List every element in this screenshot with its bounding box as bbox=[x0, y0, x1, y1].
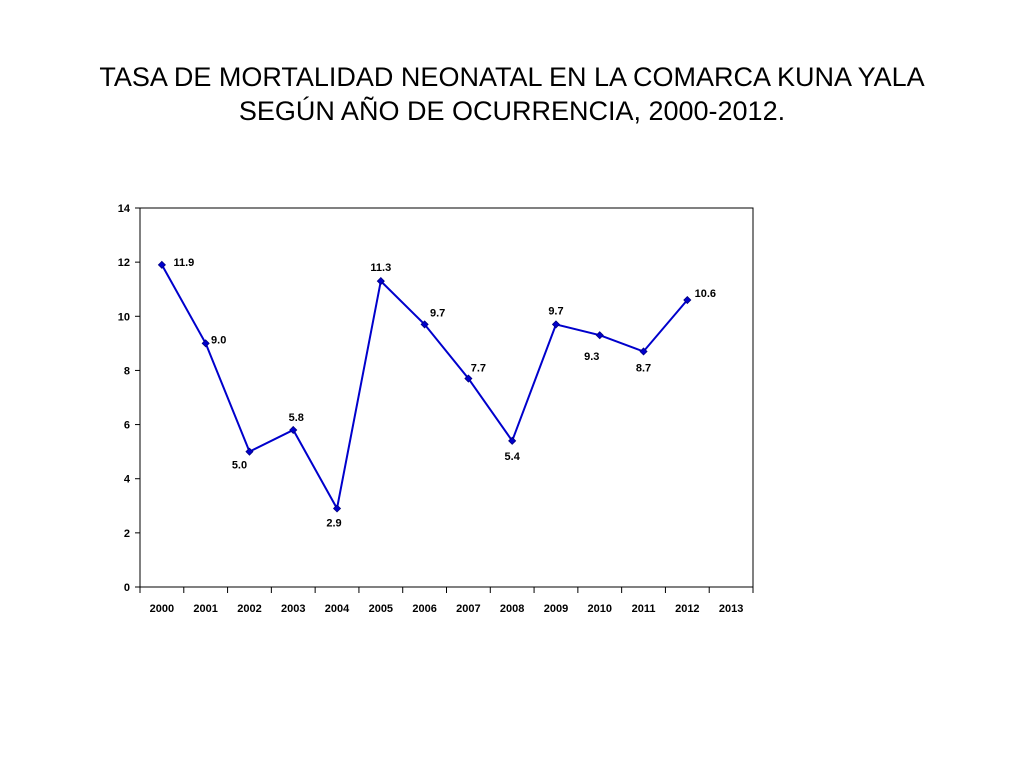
data-point-marker bbox=[289, 425, 298, 435]
x-tick-label: 2000 bbox=[150, 603, 174, 615]
x-tick-label: 2010 bbox=[588, 603, 612, 615]
x-tick-label: 2006 bbox=[412, 603, 436, 615]
data-point-marker bbox=[508, 436, 517, 445]
data-point-marker bbox=[245, 447, 254, 456]
data-point-marker bbox=[683, 295, 692, 305]
series-layer bbox=[157, 260, 692, 513]
x-tick-label: 2003 bbox=[281, 603, 305, 615]
x-tick-label: 2012 bbox=[675, 603, 699, 615]
data-point-marker bbox=[464, 374, 473, 383]
data-label: 5.0 bbox=[232, 460, 247, 472]
data-label: 10.6 bbox=[695, 288, 716, 300]
y-tick-label: 4 bbox=[124, 474, 131, 486]
x-tick-label: 2009 bbox=[544, 603, 568, 615]
data-label: 8.7 bbox=[636, 362, 651, 374]
y-axis: 0 2 4 6 8 10 12 14 bbox=[118, 203, 140, 594]
data-point-marker bbox=[595, 331, 604, 340]
x-tick-label: 2001 bbox=[193, 603, 217, 615]
x-axis: 2000 2001 2002 2003 2004 2005 2006 2007 2008 2009… bbox=[139, 587, 754, 615]
data-label: 5.8 bbox=[289, 412, 304, 424]
data-label: 5.4 bbox=[505, 451, 521, 463]
y-tick-label: 2 bbox=[124, 528, 130, 540]
data-point-marker bbox=[201, 339, 210, 348]
data-label: 9.3 bbox=[584, 351, 599, 363]
y-tick-label: 0 bbox=[124, 582, 130, 594]
data-label: 9.0 bbox=[211, 334, 226, 346]
data-point-marker bbox=[157, 260, 166, 269]
x-tick-label: 2005 bbox=[369, 603, 393, 615]
y-tick-label: 10 bbox=[118, 311, 130, 323]
y-tick-label: 6 bbox=[124, 420, 130, 432]
chart-title-line-1: TASA DE MORTALIDAD NEONATAL EN LA COMARC… bbox=[99, 62, 925, 92]
data-label: 2.9 bbox=[326, 517, 341, 529]
data-label: 11.3 bbox=[370, 262, 391, 274]
data-point-marker bbox=[639, 347, 648, 356]
x-tick-label: 2007 bbox=[456, 603, 480, 615]
x-tick-label: 2004 bbox=[325, 603, 350, 615]
plot-area bbox=[139, 207, 754, 588]
data-label: 9.7 bbox=[548, 305, 563, 317]
x-tick-label: 2013 bbox=[719, 603, 743, 615]
data-point-marker bbox=[420, 320, 429, 329]
x-tick-label: 2002 bbox=[237, 603, 261, 615]
y-tick-label: 12 bbox=[118, 257, 130, 269]
data-point-marker bbox=[332, 504, 342, 513]
chart-title: TASA DE MORTALIDAD NEONATAL EN LA COMARC… bbox=[0, 60, 1024, 128]
data-point-marker bbox=[376, 277, 385, 286]
data-label: 11.9 bbox=[173, 257, 194, 269]
data-point-marker bbox=[551, 320, 561, 329]
x-tick-label: 2011 bbox=[632, 603, 656, 615]
y-tick-label: 14 bbox=[118, 203, 131, 215]
x-tick-label: 2008 bbox=[500, 603, 524, 615]
y-tick-label: 8 bbox=[124, 365, 130, 377]
chart-title-line-2: SEGÚN AÑO DE OCURRENCIA, 2000-2012. bbox=[238, 96, 786, 126]
data-label: 7.7 bbox=[471, 363, 486, 375]
data-label-layer: 11.9 9.0 5.0 5.8 2.9 11.3 9.7 7.7 5.4 9.7 9.3 8.7 10… bbox=[173, 257, 716, 530]
data-label: 9.7 bbox=[430, 307, 445, 319]
